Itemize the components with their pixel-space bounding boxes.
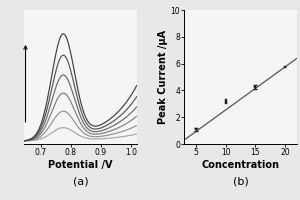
Text: (b): (b)	[233, 176, 248, 186]
X-axis label: Potential /V: Potential /V	[48, 160, 113, 170]
Y-axis label: Peak Current /μA: Peak Current /μA	[158, 30, 168, 124]
Text: (a): (a)	[73, 176, 88, 186]
X-axis label: Concentration: Concentration	[202, 160, 280, 170]
